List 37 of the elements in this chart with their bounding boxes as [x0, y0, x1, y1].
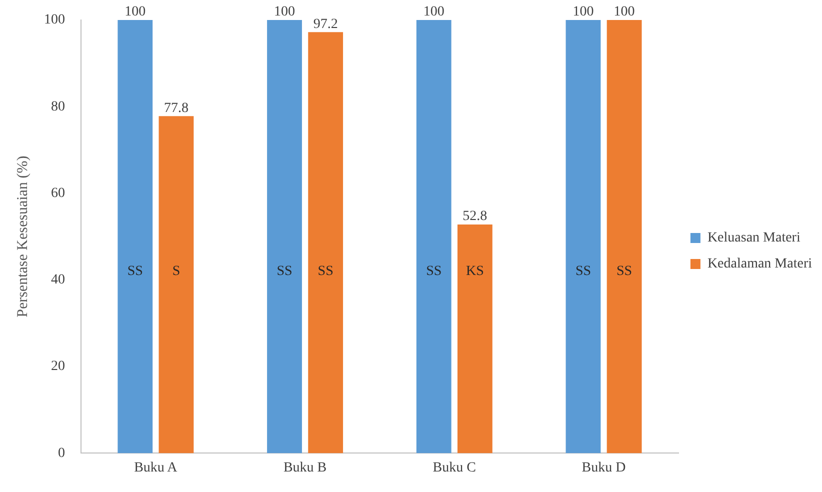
data-label: 52.8 [462, 209, 488, 224]
data-label: 100 [614, 4, 635, 20]
x-tick-label: Buku D [582, 460, 626, 476]
annotation: SS [575, 264, 592, 279]
annotation: SS [426, 264, 442, 279]
bar [416, 20, 452, 454]
annotation: SS [318, 264, 334, 279]
y-tick-label: 0 [58, 446, 65, 461]
bar [267, 20, 302, 454]
annotation: SS [127, 264, 143, 279]
bar [606, 20, 642, 454]
legend-label: Keluasan Materi [707, 230, 800, 246]
bar [118, 20, 153, 454]
data-label: 100 [572, 4, 594, 20]
annotation: KS [466, 264, 484, 279]
data-label: 100 [423, 4, 444, 20]
x-tick-label: Buku B [283, 460, 327, 476]
data-label: 100 [274, 4, 295, 20]
bar [308, 32, 344, 454]
y-tick-label: 60 [51, 186, 65, 201]
bar [158, 116, 194, 454]
x-tick-label: Buku C [432, 460, 476, 476]
data-label: 100 [124, 4, 146, 20]
y-tick-label: 40 [51, 272, 65, 288]
y-tick-label: 80 [51, 99, 65, 114]
data-label: 97.2 [313, 16, 338, 32]
y-axis-title: Persentase Kesesuaian (%) [14, 156, 31, 318]
x-tick-label: Buku A [134, 460, 178, 476]
y-tick-label: 20 [51, 359, 65, 374]
annotation: SS [616, 264, 632, 279]
annotation: S [172, 264, 180, 279]
y-tick-label: 100 [44, 12, 65, 28]
bar [457, 224, 492, 454]
data-label: 77.8 [164, 100, 188, 116]
bar [566, 20, 601, 454]
legend-label: Kedalaman Materi [707, 256, 812, 272]
annotation: SS [276, 264, 292, 279]
